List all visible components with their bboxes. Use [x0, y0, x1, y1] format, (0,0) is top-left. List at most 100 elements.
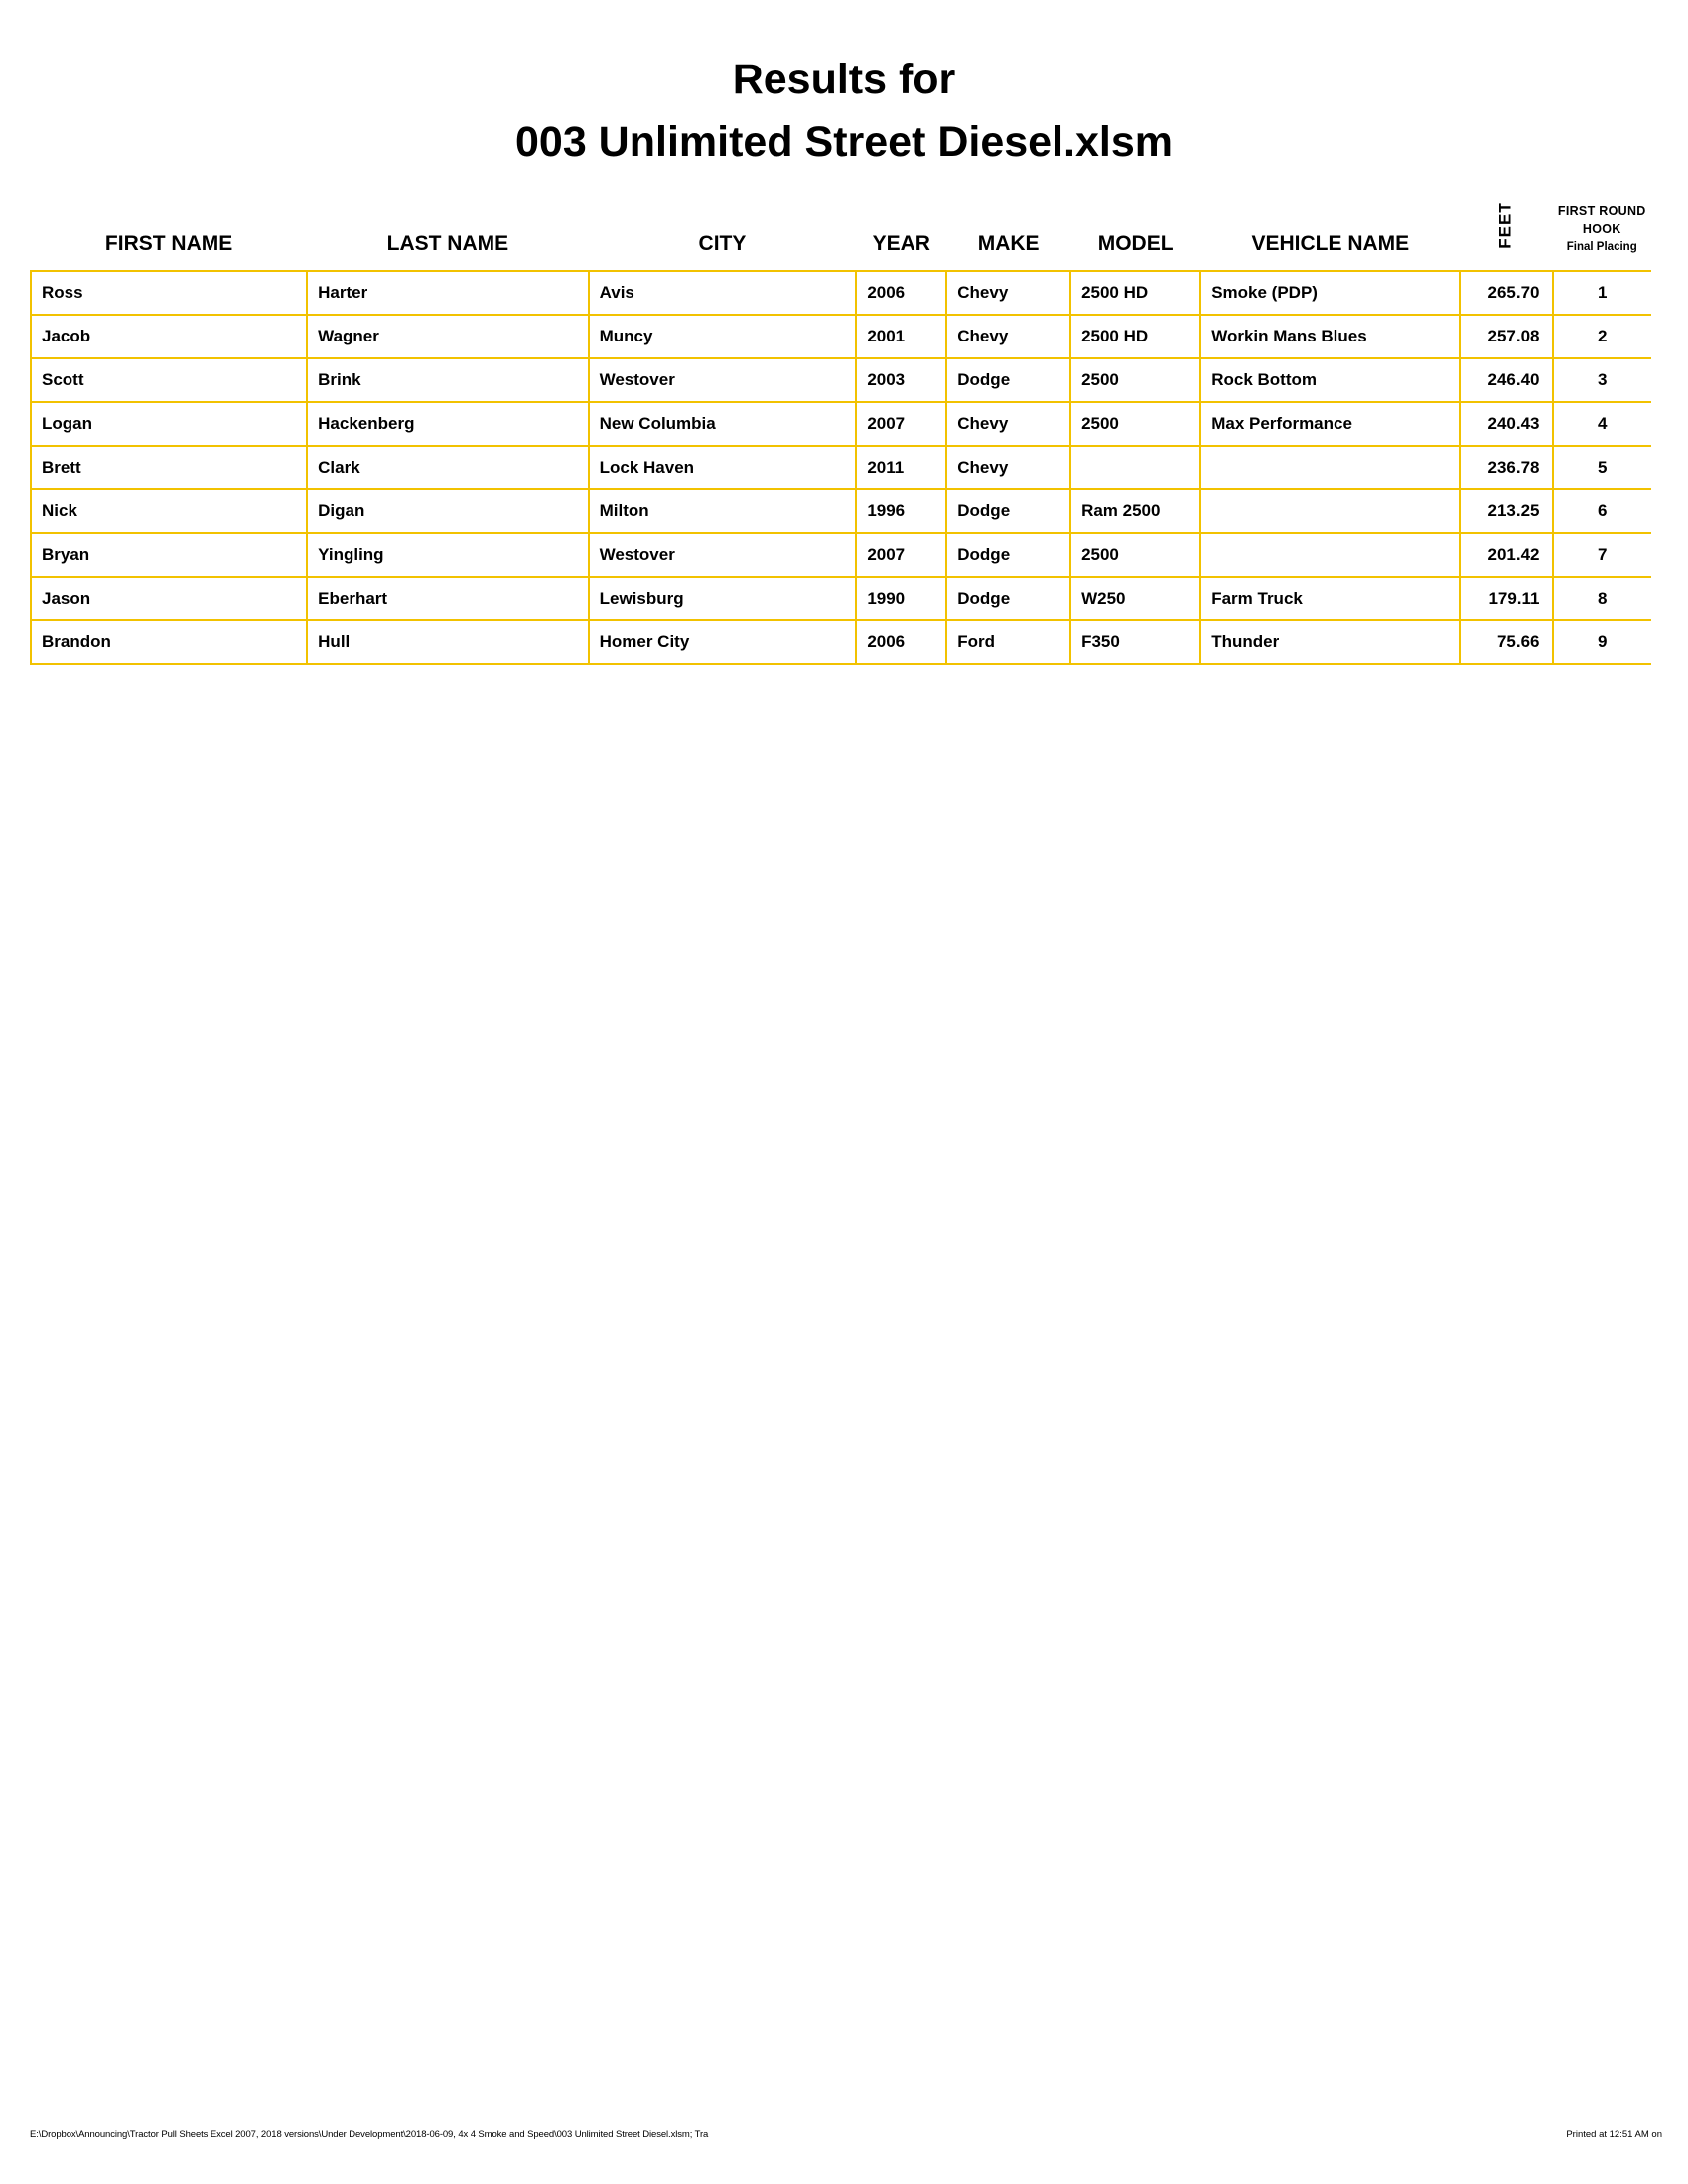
cell-vehicle-name: Rock Bottom: [1199, 357, 1462, 403]
cell-make: Dodge: [945, 357, 1072, 403]
cell-first-name: Ross: [29, 270, 309, 316]
cell-city: Muncy: [587, 314, 858, 359]
cell-final-placing: 1: [1552, 270, 1651, 316]
cell-city: Avis: [587, 270, 858, 316]
footer-file-path: E:\Dropbox\Announcing\Tractor Pull Sheet…: [30, 2129, 709, 2140]
cell-vehicle-name: [1199, 445, 1462, 490]
column-header-vehicle-name: VEHICLE NAME: [1251, 232, 1410, 255]
cell-feet: 246.40: [1459, 357, 1554, 403]
cell-vehicle-name: Farm Truck: [1199, 576, 1462, 621]
cell-final-placing: 2: [1552, 314, 1651, 359]
document-title-block: Results for 003 Unlimited Street Diesel.…: [0, 52, 1688, 171]
cell-first-name: Brett: [29, 445, 309, 490]
cell-model: [1069, 445, 1202, 490]
cell-last-name: Eberhart: [306, 576, 590, 621]
cell-year: 2007: [855, 532, 948, 578]
column-header-year: YEAR: [872, 232, 930, 255]
cell-feet: 257.08: [1459, 314, 1554, 359]
cell-feet: 240.43: [1459, 401, 1554, 447]
cell-last-name: Digan: [306, 488, 590, 534]
cell-year: 1996: [855, 488, 948, 534]
cell-city: Lewisburg: [587, 576, 858, 621]
cell-feet: 75.66: [1459, 619, 1554, 665]
results-table: FIRST NAME LAST NAME CITY YEAR MAKE MODE…: [29, 195, 1651, 665]
cell-year: 2007: [855, 401, 948, 447]
cell-year: 2011: [855, 445, 948, 490]
cell-year: 2003: [855, 357, 948, 403]
cell-model: 2500: [1069, 532, 1202, 578]
cell-first-name: Logan: [29, 401, 309, 447]
table-row: Bryan Yingling Westover 2007 Dodge 2500 201.42…: [29, 532, 1651, 578]
cell-final-placing: 9: [1552, 619, 1651, 665]
cell-vehicle-name: [1199, 532, 1462, 578]
cell-make: Chevy: [945, 445, 1072, 490]
column-header-first-name: FIRST NAME: [104, 232, 233, 255]
cell-final-placing: 5: [1552, 445, 1651, 490]
cell-feet: 265.70: [1459, 270, 1554, 316]
cell-city: New Columbia: [587, 401, 858, 447]
cell-last-name: Wagner: [306, 314, 590, 359]
cell-vehicle-name: Smoke (PDP): [1199, 270, 1462, 316]
table-row: Brett Clark Lock Haven 2011 Chevy 236.78 5: [29, 445, 1651, 490]
cell-vehicle-name: Thunder: [1199, 619, 1462, 665]
cell-final-placing: 4: [1552, 401, 1651, 447]
cell-make: Chevy: [945, 401, 1072, 447]
cell-make: Ford: [945, 619, 1072, 665]
column-header-feet-label: FEET: [1495, 202, 1515, 249]
cell-final-placing: 7: [1552, 532, 1651, 578]
cell-final-placing: 6: [1552, 488, 1651, 534]
cell-model: W250: [1069, 576, 1202, 621]
cell-vehicle-name: Max Performance: [1199, 401, 1462, 447]
column-header-feet: FEET: [1460, 195, 1552, 271]
feet-label-rotated-holder: FEET: [1494, 195, 1518, 256]
cell-make: Chevy: [945, 314, 1072, 359]
cell-city: Milton: [587, 488, 858, 534]
table-row: Scott Brink Westover 2003 Dodge 2500 Rock Bott…: [29, 357, 1651, 403]
page-subtitle: 003 Unlimited Street Diesel.xlsm: [514, 118, 1173, 166]
cell-first-name: Jacob: [29, 314, 309, 359]
cell-feet: 201.42: [1459, 532, 1554, 578]
column-header-make: MAKE: [977, 232, 1040, 255]
cell-last-name: Brink: [306, 357, 590, 403]
table-row: Jason Eberhart Lewisburg 1990 Dodge W250 Farm …: [29, 576, 1651, 621]
cell-first-name: Bryan: [29, 532, 309, 578]
placing-header-line-3: Final Placing: [1566, 241, 1637, 253]
cell-first-name: Brandon: [29, 619, 309, 665]
table-row: Logan Hackenberg New Columbia 2007 Chevy 2500…: [29, 401, 1651, 447]
cell-first-name: Jason: [29, 576, 309, 621]
table-row: Ross Harter Avis 2006 Chevy 2500 HD Smoke (PDP…: [29, 270, 1651, 316]
cell-city: Homer City: [587, 619, 858, 665]
cell-model: Ram 2500: [1069, 488, 1202, 534]
cell-year: 2001: [855, 314, 948, 359]
cell-make: Dodge: [945, 576, 1072, 621]
cell-feet: 213.25: [1459, 488, 1554, 534]
cell-last-name: Yingling: [306, 532, 590, 578]
column-header-city: CITY: [698, 232, 747, 255]
cell-vehicle-name: Workin Mans Blues: [1199, 314, 1462, 359]
table-header-row: FIRST NAME LAST NAME CITY YEAR MAKE MODE…: [31, 195, 1651, 271]
page-footer: E:\Dropbox\Announcing\Tractor Pull Sheet…: [30, 2124, 1662, 2140]
table-row: Jacob Wagner Muncy 2001 Chevy 2500 HD Workin M…: [29, 314, 1651, 359]
footer-printed-at: Printed at 12:51 AM on: [1566, 2129, 1662, 2140]
cell-model: 2500 HD: [1069, 314, 1202, 359]
cell-first-name: Scott: [29, 357, 309, 403]
cell-city: Westover: [587, 357, 858, 403]
table-body: Ross Harter Avis 2006 Chevy 2500 HD Smoke (PDP…: [29, 270, 1651, 665]
column-header-last-name: LAST NAME: [386, 232, 509, 255]
cell-final-placing: 8: [1552, 576, 1651, 621]
cell-city: Westover: [587, 532, 858, 578]
cell-year: 2006: [855, 270, 948, 316]
cell-last-name: Hackenberg: [306, 401, 590, 447]
cell-make: Dodge: [945, 532, 1072, 578]
cell-model: 2500: [1069, 401, 1202, 447]
table-row: Nick Digan Milton 1996 Dodge Ram 2500 213.25 6: [29, 488, 1651, 534]
page-title: Results for: [732, 56, 956, 103]
column-header-final-placing: FIRST ROUND HOOK Final Placing: [1553, 195, 1652, 271]
placing-header-line-1: FIRST ROUND: [1557, 205, 1646, 218]
cell-year: 1990: [855, 576, 948, 621]
cell-first-name: Nick: [29, 488, 309, 534]
cell-last-name: Clark: [306, 445, 590, 490]
cell-vehicle-name: [1199, 488, 1462, 534]
column-header-model: MODEL: [1097, 232, 1174, 255]
